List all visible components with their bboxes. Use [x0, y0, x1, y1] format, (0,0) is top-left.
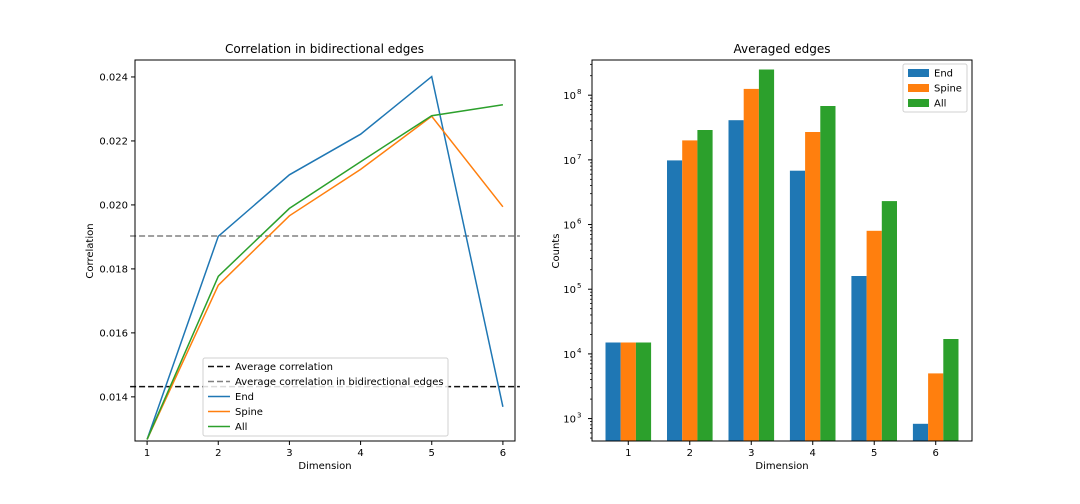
- x-tick-label: 2: [687, 448, 693, 459]
- x-tick-label: 1: [625, 448, 631, 459]
- x-axis-label: Dimension: [755, 461, 808, 472]
- x-tick-label: 3: [748, 448, 754, 459]
- legend-label: Spine: [235, 407, 263, 418]
- x-tick-label: 6: [933, 448, 939, 459]
- y-tick-label: 10: [563, 221, 576, 232]
- bar-end-5: [851, 276, 867, 441]
- bar-end-1: [605, 342, 621, 441]
- bar-end-4: [789, 170, 806, 441]
- y-tick-label: 0.018: [99, 264, 128, 275]
- y-tick-label: 10: [563, 156, 576, 167]
- y-axis-ticks: 0.014 0.016 0.018 0.020 0.022 0.024: [99, 72, 135, 403]
- legend-label: End: [934, 69, 953, 80]
- y-tick-label: 0.022: [99, 136, 128, 147]
- x-axis-ticks: 1 2 3 4 5 6: [625, 441, 939, 459]
- bar-spine-4: [805, 132, 821, 441]
- y-axis-label: Counts: [551, 234, 562, 269]
- chart-title: Averaged edges: [734, 42, 831, 56]
- plot-area: [130, 75, 520, 440]
- plot-area: [605, 69, 959, 442]
- bar-spine-5: [866, 230, 882, 441]
- y-tick-exponent: 4: [577, 347, 582, 355]
- y-tick-exponent: 5: [577, 282, 581, 290]
- legend-label: Average correlation: [235, 362, 333, 373]
- x-tick-label: 2: [215, 448, 221, 459]
- bar-all-3: [758, 69, 775, 441]
- x-tick-label: 5: [429, 448, 435, 459]
- y-tick-label: 10: [563, 415, 576, 426]
- y-tick-exponent: 8: [577, 88, 581, 96]
- bar-all-2: [697, 130, 713, 441]
- legend: Average correlation Average correlation i…: [202, 357, 449, 437]
- x-tick-label: 4: [357, 448, 363, 459]
- series-line-all: [146, 104, 504, 440]
- bar-spine-3: [743, 88, 759, 442]
- legend-label: All: [934, 99, 946, 110]
- legend-label: Average correlation in bidirectional edg…: [235, 377, 444, 388]
- y-tick-label: 0.014: [99, 392, 128, 403]
- y-tick-label: 0.024: [99, 72, 128, 83]
- y-tick-exponent: 3: [577, 412, 581, 420]
- bar-all-4: [820, 106, 836, 441]
- y-tick-exponent: 6: [577, 218, 582, 226]
- axes-frame: [134, 59, 516, 442]
- bar-spine-2: [682, 140, 698, 441]
- x-tick-label: 4: [810, 448, 816, 459]
- legend-swatch: [908, 69, 929, 77]
- y-tick-label: 10: [563, 350, 576, 361]
- y-tick-label: 0.020: [99, 200, 128, 211]
- legend-label: End: [235, 392, 254, 403]
- legend-label: All: [235, 422, 247, 433]
- legend-swatch: [908, 99, 929, 107]
- y-tick-label: 10: [563, 91, 576, 102]
- legend: End Spine All: [902, 63, 968, 113]
- x-axis-label: Dimension: [298, 461, 351, 472]
- bar-all-1: [635, 342, 652, 441]
- bar-end-3: [728, 120, 744, 441]
- correlation-chart: Correlation in bidirectional edges 1 2 3 4 5…: [85, 42, 520, 472]
- bar-spine-6: [928, 373, 944, 441]
- y-tick-exponent: 7: [577, 153, 581, 161]
- bar-spine-1: [620, 342, 636, 441]
- y-tick-label: 0.016: [99, 328, 128, 339]
- bar-all-5: [881, 201, 897, 441]
- chart-title: Correlation in bidirectional edges: [225, 42, 424, 56]
- x-tick-label: 6: [500, 448, 506, 459]
- x-tick-label: 5: [871, 448, 877, 459]
- bar-all-6: [943, 339, 959, 441]
- y-axis-label: Correlation: [85, 223, 96, 278]
- y-tick-label: 10: [563, 285, 576, 296]
- series-line-spine: [146, 115, 504, 440]
- bar-end-6: [912, 423, 929, 441]
- legend-label: Spine: [934, 84, 962, 95]
- legend-box: [202, 357, 449, 437]
- legend-swatch: [908, 84, 929, 92]
- x-tick-label: 1: [144, 448, 150, 459]
- bar-end-2: [667, 160, 683, 441]
- x-tick-label: 3: [286, 448, 292, 459]
- x-axis-ticks: 1 2 3 4 5 6: [144, 441, 506, 459]
